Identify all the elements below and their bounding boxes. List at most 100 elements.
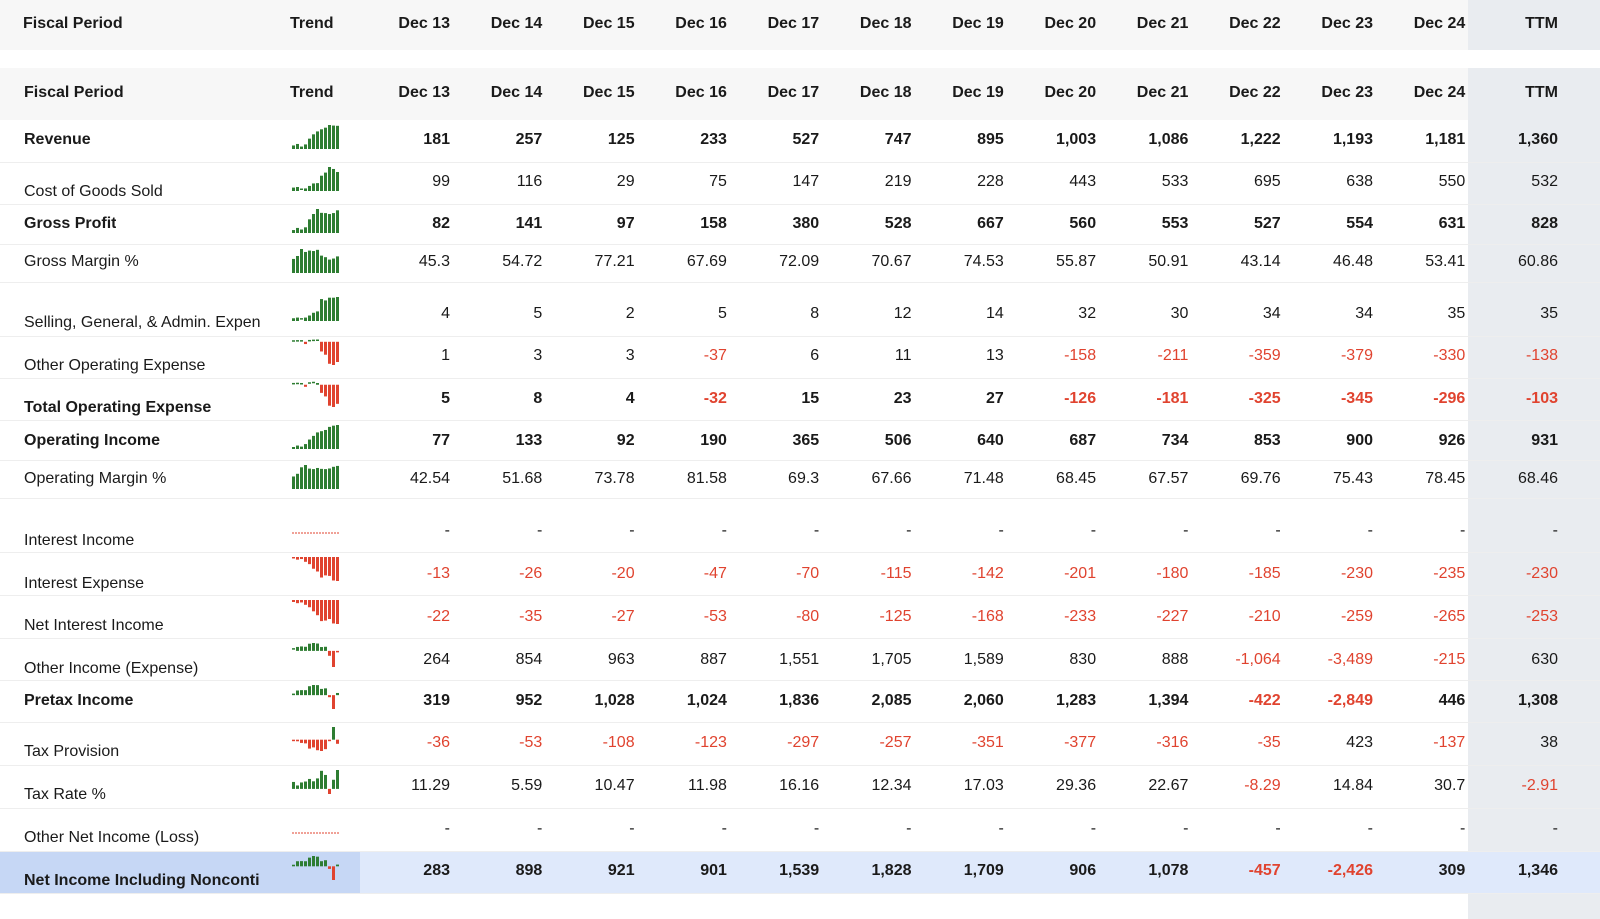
cell-value: - — [536, 522, 543, 539]
cell-value: -359 — [1248, 347, 1281, 364]
ttm-column-bg — [1468, 68, 1600, 919]
cell-value: -185 — [1248, 565, 1281, 582]
trend-bar — [324, 429, 327, 449]
cell-value: 125 — [607, 131, 635, 148]
trend-bar — [296, 186, 299, 191]
period-header: Dec 19 — [952, 84, 1004, 101]
header-label: Trend — [290, 15, 334, 32]
row-label: Interest Expense — [24, 575, 145, 592]
cell-value: -123 — [694, 734, 727, 751]
header-label: Fiscal Period — [23, 15, 123, 32]
cell-value: -126 — [1064, 390, 1097, 407]
trend-bar — [328, 384, 331, 406]
cell-value: -8.29 — [1244, 777, 1281, 794]
cell-value: 1 — [441, 347, 450, 364]
cell-value: -201 — [1064, 565, 1097, 582]
cell-value: 506 — [884, 432, 912, 449]
cell-value: 365 — [792, 432, 820, 449]
cell-value: -108 — [602, 734, 635, 751]
cell-value: - — [1552, 522, 1558, 539]
cell-value: -37 — [703, 347, 727, 364]
trend-sparkline — [292, 209, 339, 233]
cell-value: - — [1183, 522, 1189, 539]
trend-bar — [332, 168, 335, 191]
cell-value: 22.67 — [1148, 777, 1189, 794]
trend-bar — [336, 557, 339, 581]
cell-value: -32 — [703, 390, 727, 407]
trend-bar — [320, 341, 323, 352]
row-divider — [0, 680, 1600, 681]
trend-bar — [316, 311, 319, 321]
trend-bar — [308, 315, 311, 321]
trend-bar — [300, 557, 303, 560]
trend-bar — [304, 781, 307, 789]
trend-bar — [328, 600, 331, 620]
cell-value: - — [813, 820, 820, 837]
cell-value: 695 — [1253, 173, 1281, 190]
cell-value: -180 — [1156, 565, 1189, 582]
trend-sparkline — [292, 856, 339, 880]
trend-bar — [316, 249, 319, 273]
trend-bar — [332, 466, 335, 489]
period-header: Dec 24 — [1413, 15, 1466, 32]
trend-bar — [304, 384, 307, 387]
cell-value: 69.76 — [1240, 470, 1281, 487]
trend-bar — [332, 213, 335, 233]
cell-value: 60.86 — [1517, 253, 1558, 270]
cell-value: - — [1090, 820, 1097, 837]
row-label: Gross Margin % — [24, 253, 139, 270]
cell-value: 30 — [1170, 305, 1189, 322]
cell-value: 75.43 — [1332, 470, 1373, 487]
trend-bar — [300, 690, 303, 696]
cell-value: 446 — [1438, 692, 1466, 709]
cell-value: - — [1367, 522, 1373, 539]
trend-bar — [336, 739, 339, 744]
trend-bar — [292, 145, 295, 149]
cell-value: 67.66 — [871, 470, 912, 487]
cell-value: 6 — [810, 347, 820, 364]
row-label: Other Income (Expense) — [24, 660, 199, 677]
trend-bar — [312, 856, 315, 867]
trend-bar — [300, 446, 303, 449]
trend-bar — [300, 646, 303, 651]
cell-value: 29 — [616, 173, 635, 190]
cell-value: -125 — [879, 608, 912, 625]
trend-bar — [300, 467, 303, 489]
cell-value: -215 — [1433, 651, 1466, 668]
trend-bar — [312, 214, 315, 233]
trend-bar — [296, 473, 299, 489]
trend-bar — [316, 643, 319, 651]
trend-bar — [292, 340, 295, 342]
cell-value: 931 — [1531, 432, 1558, 449]
cell-value: - — [629, 522, 635, 539]
period-header: Dec 21 — [1136, 15, 1189, 32]
row-divider — [0, 162, 1600, 163]
trend-bar — [332, 125, 335, 149]
trend-sparkline — [292, 832, 340, 834]
cell-value: -330 — [1433, 347, 1466, 364]
cell-value: - — [1275, 522, 1281, 539]
cell-value: -422 — [1248, 692, 1281, 709]
cell-value: -35 — [519, 608, 543, 625]
trend-sparkline — [292, 643, 339, 667]
row-divider — [0, 851, 1600, 852]
trend-bar — [300, 249, 303, 273]
trend-bar — [336, 600, 339, 624]
trend-bar — [332, 650, 335, 667]
cell-value: 97 — [616, 215, 635, 232]
trend-bar — [320, 299, 323, 321]
cell-value: 51.68 — [502, 470, 543, 487]
cell-value: -457 — [1248, 862, 1281, 879]
header-bg — [0, 68, 1600, 120]
trend-bar — [316, 856, 319, 867]
trend-bar — [300, 146, 303, 149]
cell-value: 3 — [533, 347, 543, 364]
period-header: Dec 22 — [1229, 84, 1281, 101]
cell-value: 554 — [1346, 215, 1373, 232]
trend-bar — [296, 227, 299, 233]
cell-value: 830 — [1069, 651, 1097, 668]
trend-bar — [300, 188, 303, 190]
trend-bar — [336, 210, 339, 233]
cell-value: 898 — [515, 862, 543, 879]
trend-bar — [300, 782, 303, 789]
